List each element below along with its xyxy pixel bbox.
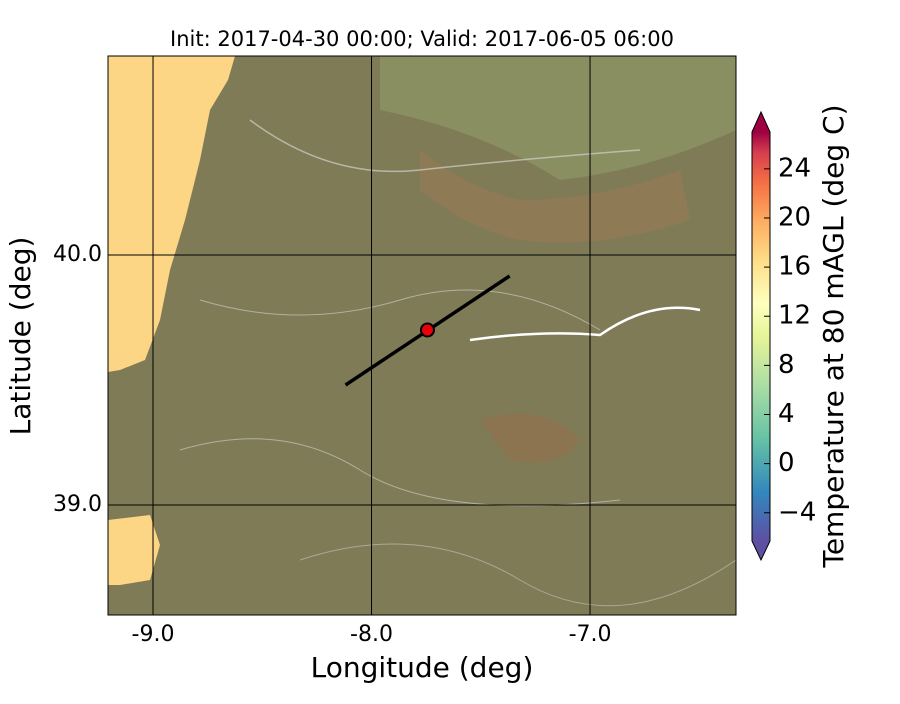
colorbar-extend-bottom (752, 541, 770, 560)
x-tick-label: -9.0 (132, 622, 175, 647)
y-axis-label: Latitude (deg) (4, 237, 37, 436)
y-tick-label: 39.0 (53, 492, 102, 517)
colorbar-tick-label: 8 (778, 350, 795, 380)
colorbar (752, 132, 770, 541)
colorbar-tick-label: 16 (778, 252, 811, 282)
colorbar-tick-label: 12 (778, 301, 811, 331)
x-axis-label: Longitude (deg) (311, 651, 534, 684)
colorbar-tick-label: −4 (778, 497, 816, 527)
colorbar-tick-label: 24 (778, 153, 811, 183)
colorbar-tick-label: 4 (778, 399, 795, 429)
x-tick-label: -7.0 (569, 622, 612, 647)
x-tick-label: -8.0 (350, 622, 393, 647)
colorbar-tick-label: 20 (778, 202, 811, 232)
colorbar-frame (751, 110, 771, 562)
y-tick-label: 40.0 (53, 242, 102, 267)
map-background (108, 56, 736, 615)
colorbar-tick-label: 0 (778, 448, 795, 478)
location-marker (419, 322, 435, 338)
colorbar-label: Temperature at 80 mAGL (deg C) (817, 104, 850, 568)
colorbar-extend-top (752, 112, 770, 132)
plot-frame (107, 55, 737, 616)
chart-title: Init: 2017-04-30 00:00; Valid: 2017-06-0… (170, 27, 674, 51)
